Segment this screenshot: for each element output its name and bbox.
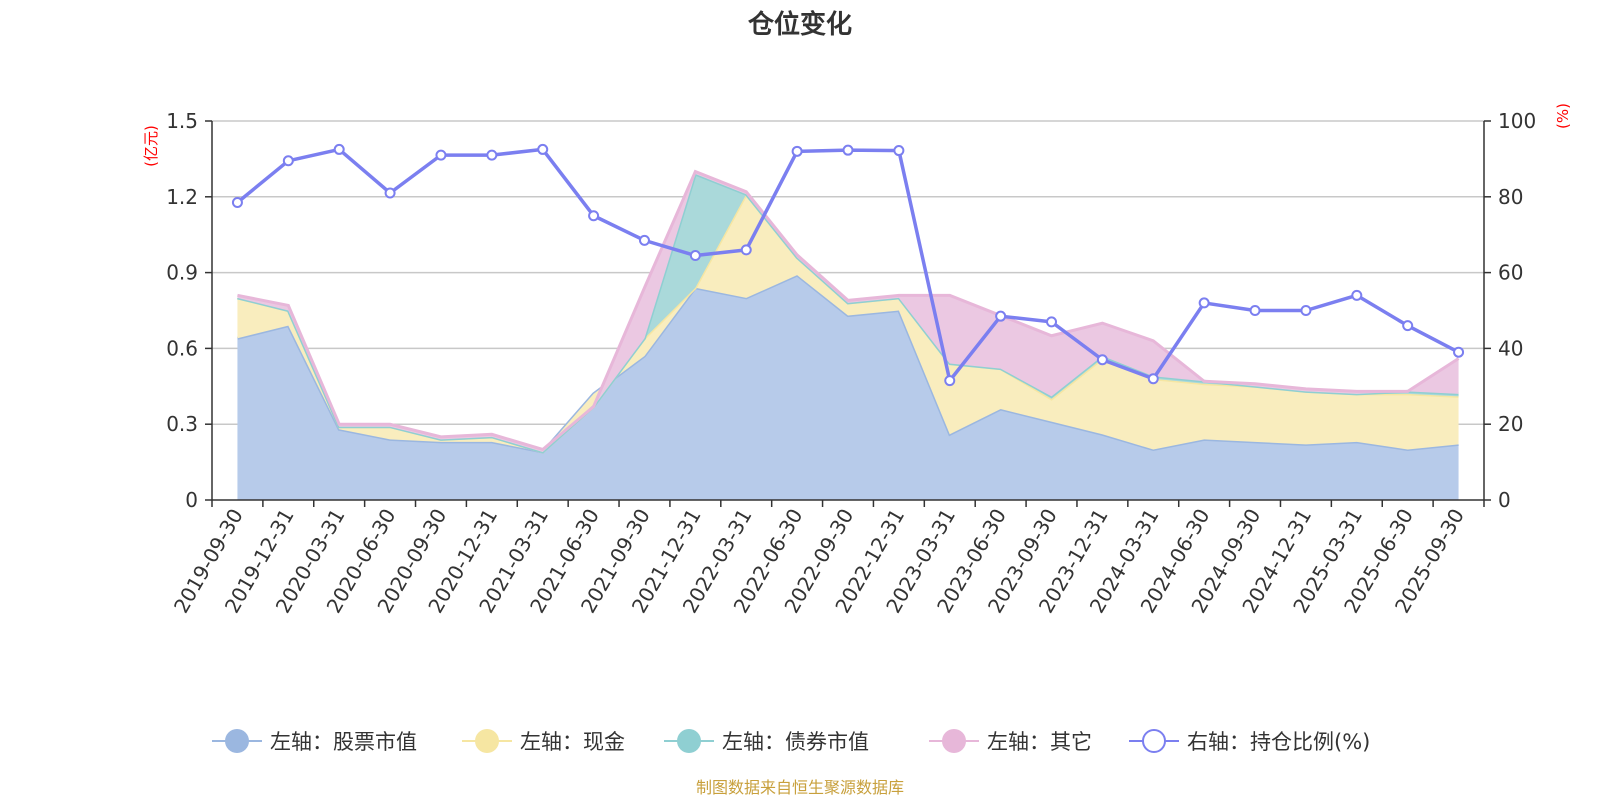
holding-ratio-point <box>231 196 243 208</box>
line-series <box>231 143 1465 387</box>
left-axis-tick-label: 0.6 <box>166 336 198 360</box>
holding-ratio-point <box>1453 346 1465 358</box>
legend-swatch-marker <box>942 729 966 753</box>
holding-ratio-point <box>486 149 498 161</box>
holding-ratio-point <box>588 210 600 222</box>
legend-item-label: 左轴：现金 <box>520 730 625 754</box>
holding-ratio-point <box>791 145 803 157</box>
legend-item-label: 左轴：债券市值 <box>722 730 869 754</box>
right-axis-tick-label: 100 <box>1498 109 1536 133</box>
holding-ratio-point <box>435 149 447 161</box>
holding-ratio-point <box>537 143 549 155</box>
holding-ratio-point <box>1351 289 1363 301</box>
right-axis-unit: (%) <box>1554 103 1572 129</box>
legend-item-label: 右轴：持仓比例(%) <box>1187 730 1370 754</box>
holding-ratio-point <box>893 145 905 157</box>
legend-swatch-marker <box>225 729 249 753</box>
holding-ratio-point <box>384 187 396 199</box>
holding-ratio-point <box>282 155 294 167</box>
legend-swatch-marker <box>475 729 499 753</box>
area-fill <box>237 194 1459 452</box>
holding-ratio-point <box>333 143 345 155</box>
right-axis-tick-label: 20 <box>1498 412 1523 436</box>
holding-ratio-point <box>638 234 650 246</box>
legend-swatch-marker <box>677 729 701 753</box>
legend: 左轴：股票市值 左轴：现金 左轴：债券市值 左轴：其它 右轴：持仓比例(%) <box>212 729 1370 754</box>
legend-item-label: 左轴：股票市值 <box>270 730 417 754</box>
left-axis-tick-label: 1.2 <box>166 185 198 209</box>
left-axis-unit: (亿元) <box>142 125 160 167</box>
area-fill <box>237 275 1459 500</box>
holding-ratio-point <box>1402 320 1414 332</box>
holding-ratio-point <box>1147 373 1159 385</box>
left-axis-tick-label: 0.9 <box>166 261 198 285</box>
holding-ratio-point <box>1096 354 1108 366</box>
source-note: 制图数据来自恒生聚源数据库 <box>696 778 904 797</box>
holding-ratio-point <box>995 310 1007 322</box>
holding-ratio-point <box>842 144 854 156</box>
holding-ratio-point <box>740 244 752 256</box>
holding-ratio-point <box>689 250 701 262</box>
right-axis-tick-label: 40 <box>1498 336 1523 360</box>
left-axis-tick-label: 0.3 <box>166 412 198 436</box>
area-series <box>237 169 1460 500</box>
legend-item-label: 左轴：其它 <box>987 730 1092 754</box>
right-axis-tick-label: 0 <box>1498 488 1511 512</box>
holding-ratio-point <box>1046 316 1058 328</box>
legend-swatch-marker <box>1142 729 1166 753</box>
right-axis-tick-label: 60 <box>1498 261 1523 285</box>
holding-ratio-point <box>1249 305 1261 316</box>
left-axis-tick-label: 1.5 <box>166 109 198 133</box>
right-axis-tick-label: 80 <box>1498 185 1523 209</box>
chart-title: 仓位变化 <box>747 9 852 40</box>
holding-ratio-point <box>944 375 956 387</box>
left-axis-tick-label: 0 <box>185 488 198 512</box>
holding-ratio-point <box>1198 297 1210 309</box>
area-edge-line <box>237 169 1460 452</box>
holding-ratio-point <box>1300 305 1312 316</box>
